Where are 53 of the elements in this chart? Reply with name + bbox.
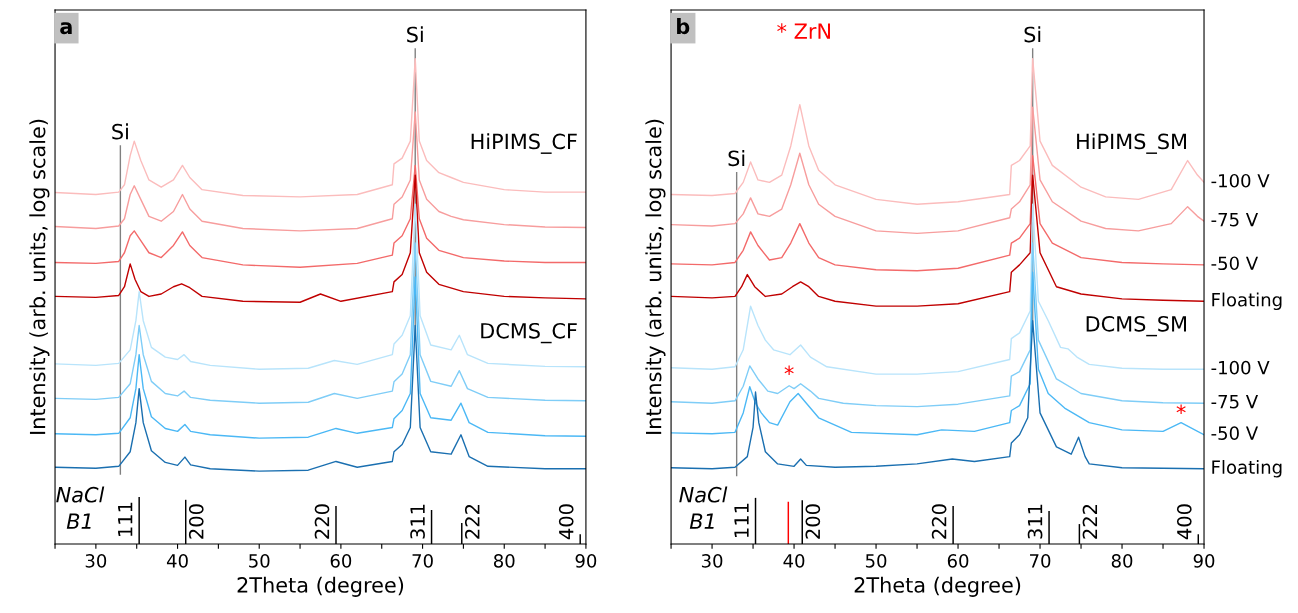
- annotation: 222: [464, 504, 480, 539]
- series-label: -100 V: [1211, 173, 1270, 188]
- y-axis-title: Intensity (arb. units, log scale): [645, 119, 666, 434]
- ref-line-label: Si: [407, 26, 423, 43]
- annotation: 200: [188, 504, 204, 539]
- ref-line-label: Si: [728, 150, 745, 167]
- x-tick-label: 50: [865, 554, 887, 568]
- chart-title: a: [60, 22, 72, 35]
- annotation: DCMS_CF: [481, 322, 577, 344]
- series-label: -100 V: [1211, 360, 1270, 375]
- x-tick-label: 60: [330, 554, 352, 568]
- x-tick-label: 80: [1111, 554, 1133, 568]
- annotation: 220: [314, 504, 330, 539]
- x-tick-label: 30: [85, 554, 107, 568]
- chart-title: b: [677, 18, 690, 35]
- annotation: 400: [558, 504, 574, 540]
- x-tick-label: 50: [249, 554, 270, 568]
- annotation: 220: [931, 504, 947, 539]
- x-tick-label: 90: [1193, 554, 1215, 568]
- annotation: NaCl B1: [56, 486, 105, 529]
- annotation: 111: [734, 503, 749, 537]
- annotation: 200: [805, 504, 821, 539]
- x-axis-title: 2Theta (degree): [854, 576, 1021, 597]
- annotation: HiPIMS_SM: [1077, 133, 1186, 154]
- annotation: 311: [410, 504, 425, 539]
- annotation: 222: [1082, 504, 1098, 539]
- series-label: Floating: [1212, 292, 1282, 311]
- x-tick-label: 40: [166, 554, 188, 568]
- annotation: HiPIMS_CF: [471, 133, 577, 154]
- x-tick-label: 70: [412, 554, 433, 568]
- x-tick-label: 40: [783, 554, 805, 568]
- annotation: NaCl B1: [679, 486, 728, 529]
- annotation: 400: [1176, 504, 1192, 540]
- ref-line-label: Si: [1024, 26, 1041, 43]
- x-tick-label: 60: [947, 554, 969, 568]
- annotation: DCMS_SM: [1086, 315, 1186, 337]
- x-tick-label: 80: [493, 554, 515, 568]
- series-label: -50 V: [1211, 256, 1259, 271]
- series-label: -50 V: [1211, 426, 1259, 440]
- annotation: 311: [1027, 504, 1043, 539]
- x-tick-label: 90: [575, 554, 597, 568]
- series-label: -75 V: [1211, 395, 1259, 409]
- x-tick-label: 30: [701, 554, 723, 568]
- annotation: *: [784, 365, 794, 376]
- x-tick-label: 70: [1030, 554, 1051, 568]
- ref-line-label: Si: [112, 123, 128, 140]
- annotation: 111: [118, 502, 133, 537]
- x-axis-title: 2Theta (degree): [237, 576, 404, 597]
- annotation: *: [1176, 404, 1186, 415]
- series-label: -75 V: [1211, 213, 1259, 227]
- y-axis-title: Intensity (arb. units, log scale): [29, 119, 50, 434]
- text: * ZrN: [777, 23, 830, 39]
- series-label: Floating: [1212, 460, 1282, 478]
